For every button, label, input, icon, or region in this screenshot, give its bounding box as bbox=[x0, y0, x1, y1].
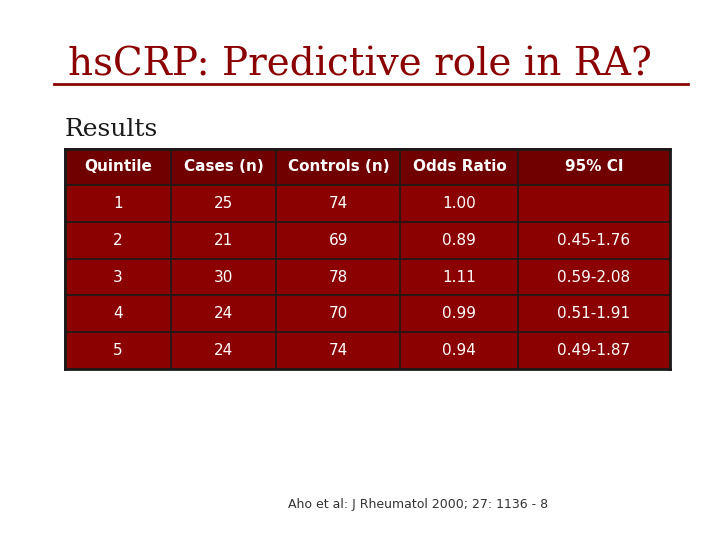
Text: 1.11: 1.11 bbox=[443, 269, 477, 285]
Text: hsCRP: Predictive role in RA?: hsCRP: Predictive role in RA? bbox=[68, 46, 652, 83]
Text: 24: 24 bbox=[214, 343, 233, 358]
Text: 78: 78 bbox=[329, 269, 348, 285]
Text: 1: 1 bbox=[113, 196, 122, 211]
Text: 0.94: 0.94 bbox=[443, 343, 477, 358]
Text: 69: 69 bbox=[329, 233, 348, 248]
Text: 0.45-1.76: 0.45-1.76 bbox=[557, 233, 631, 248]
Text: 3: 3 bbox=[113, 269, 122, 285]
Text: 0.89: 0.89 bbox=[443, 233, 477, 248]
Text: 25: 25 bbox=[214, 196, 233, 211]
Text: 70: 70 bbox=[329, 306, 348, 321]
Text: 1.00: 1.00 bbox=[443, 196, 477, 211]
Text: 0.49-1.87: 0.49-1.87 bbox=[557, 343, 631, 358]
Text: 4: 4 bbox=[113, 306, 122, 321]
Text: 0.99: 0.99 bbox=[442, 306, 477, 321]
Text: 24: 24 bbox=[214, 306, 233, 321]
Text: 74: 74 bbox=[329, 343, 348, 358]
Text: 74: 74 bbox=[329, 196, 348, 211]
Text: 5: 5 bbox=[113, 343, 122, 358]
Text: 0.59-2.08: 0.59-2.08 bbox=[557, 269, 631, 285]
Text: Odds Ratio: Odds Ratio bbox=[413, 159, 506, 174]
Text: 2: 2 bbox=[113, 233, 122, 248]
Text: Results: Results bbox=[65, 118, 158, 141]
Text: 0.51-1.91: 0.51-1.91 bbox=[557, 306, 631, 321]
Text: Quintile: Quintile bbox=[84, 159, 152, 174]
Text: 30: 30 bbox=[214, 269, 233, 285]
Text: Cases (n): Cases (n) bbox=[184, 159, 264, 174]
Text: Controls (n): Controls (n) bbox=[288, 159, 390, 174]
Text: 95% CI: 95% CI bbox=[564, 159, 624, 174]
Text: 21: 21 bbox=[214, 233, 233, 248]
Text: Aho et al: J Rheumatol 2000; 27: 1136 - 8: Aho et al: J Rheumatol 2000; 27: 1136 - … bbox=[287, 498, 548, 511]
